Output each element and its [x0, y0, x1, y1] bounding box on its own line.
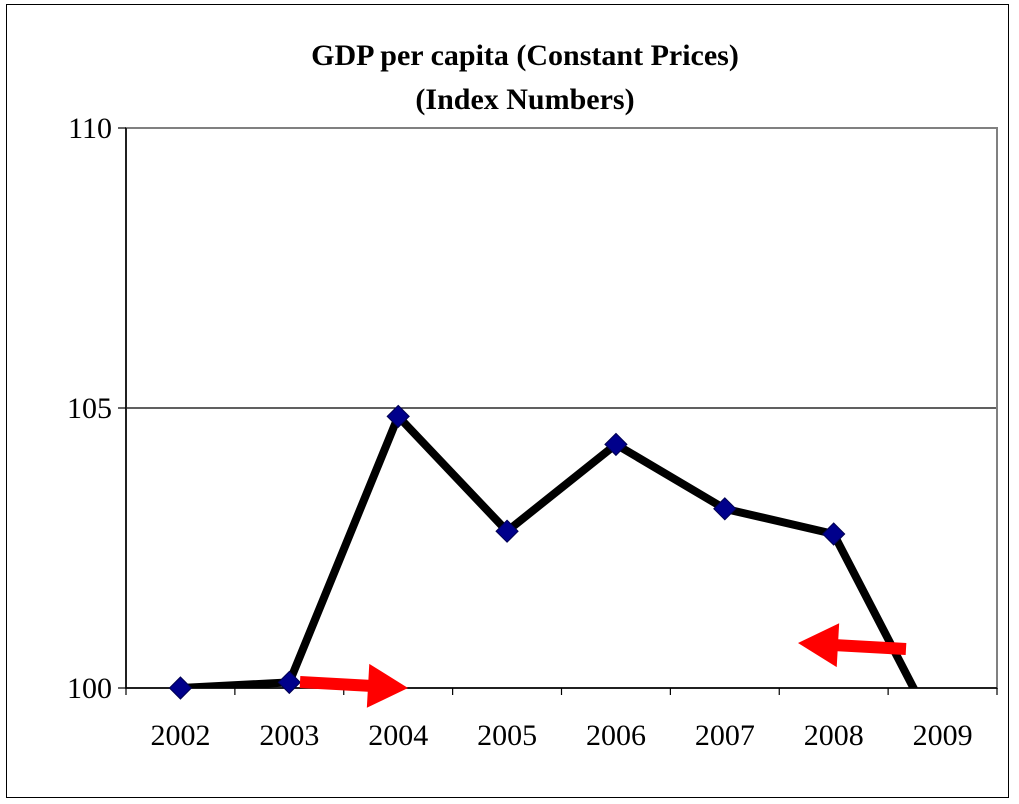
data-point-2002: [168, 676, 193, 700]
x-tick-label-2006: 2006: [586, 719, 646, 752]
data-point-2004: [386, 404, 410, 429]
x-tick-label-2009: 2009: [913, 719, 973, 752]
annotations: [299, 623, 907, 708]
data-point-2006: [604, 432, 628, 457]
x-tick-label-2003: 2003: [259, 719, 319, 752]
series-group: [168, 404, 919, 700]
data-point-2005: [495, 519, 519, 543]
y-tick-label-110: 110: [68, 112, 112, 145]
x-tick-label-2007: 2007: [695, 719, 755, 752]
y-tick-label-105: 105: [67, 392, 112, 425]
chart-subtitle: (Index Numbers): [415, 83, 634, 116]
x-tick-label-2008: 2008: [804, 719, 864, 752]
chart-title: GDP per capita (Constant Prices): [311, 39, 739, 72]
series-line: [180, 412, 919, 688]
red-arrow-right: [299, 663, 408, 708]
x-tick-label-2002: 2002: [150, 719, 210, 752]
x-tick-label-2004: 2004: [368, 719, 428, 752]
axes: [118, 127, 998, 695]
line-chart: GDP per capita (Constant Prices) (Index …: [67, 39, 998, 752]
y-tick-label-100: 100: [67, 672, 112, 705]
data-point-2008: [821, 522, 846, 546]
tick-labels: 100 105 110 2002 2003 2004 2005 2006 2007 2008 200…: [67, 112, 973, 752]
x-tick-label-2005: 2005: [477, 719, 537, 752]
red-arrow-left: [798, 623, 907, 668]
chart-container: GDP per capita (Constant Prices) (Index …: [6, 4, 1009, 798]
data-point-2003: [277, 670, 302, 695]
grid-lines: [126, 127, 997, 409]
data-point-2007: [713, 497, 737, 521]
